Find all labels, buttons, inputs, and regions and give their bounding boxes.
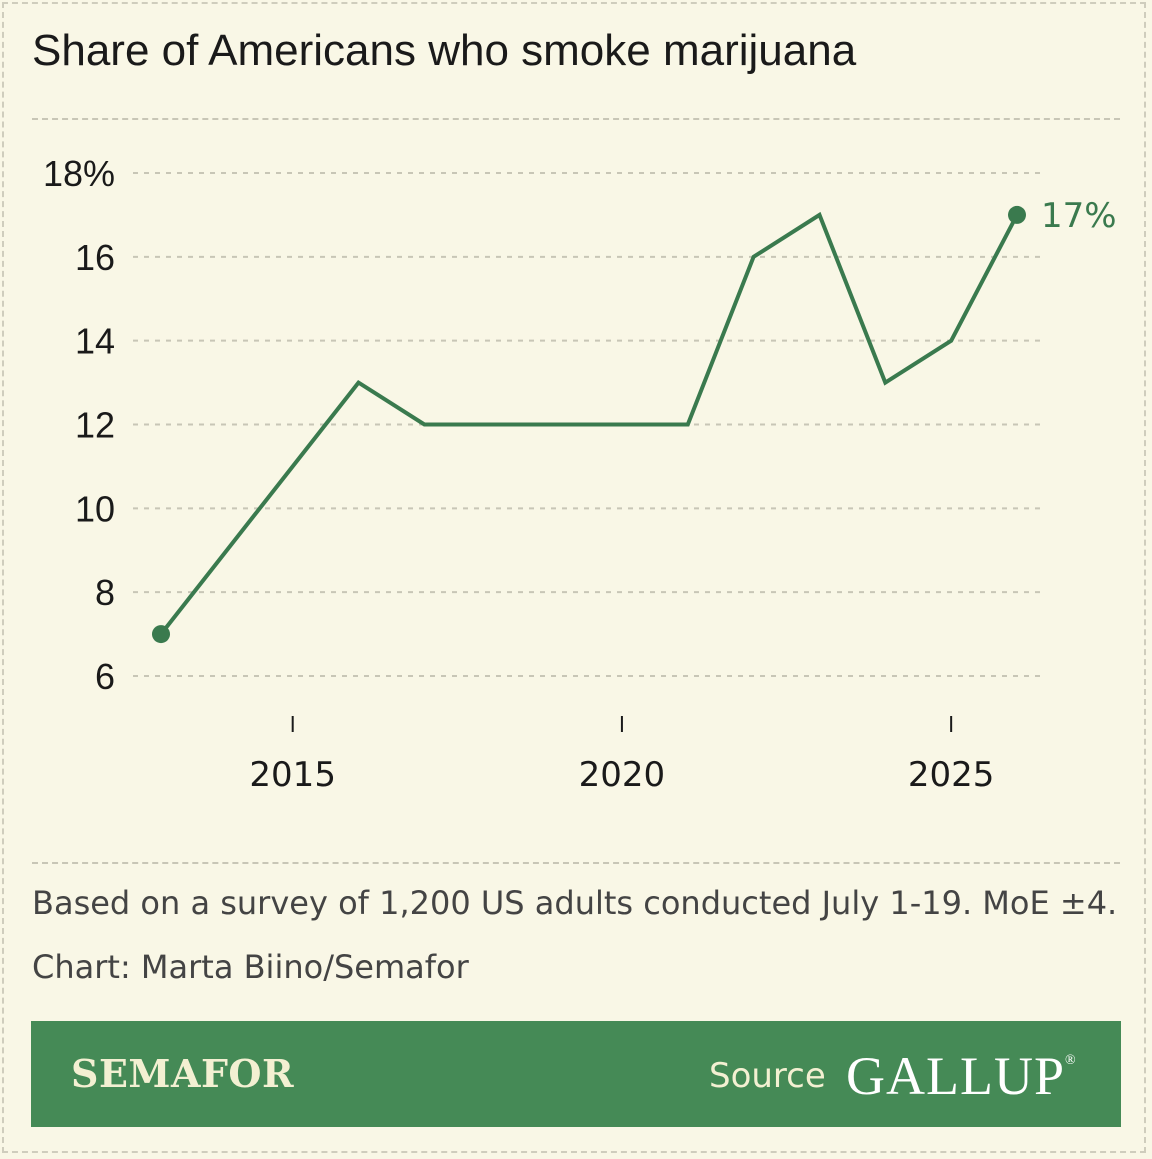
footer-bar: SEMAFOR Source GALLUP® [31, 1021, 1121, 1127]
chart-title: Share of Americans who smoke marijuana [32, 26, 857, 75]
series-line [159, 211, 1019, 636]
line-chart: 18% 16 14 12 10 8 6 2015 2020 2025 17% [43, 153, 1117, 795]
registered-mark: ® [1065, 1053, 1077, 1068]
title-divider [32, 118, 1120, 120]
x-tick-label-2025: 2025 [908, 755, 995, 795]
y-tick-label-18: 18% [43, 153, 115, 194]
y-tick-label-14: 14 [75, 321, 115, 362]
start-point-marker [152, 625, 170, 644]
y-tick-label-12: 12 [75, 405, 115, 446]
source-label: Source [709, 1056, 826, 1096]
y-tick-label-16: 16 [75, 237, 115, 278]
survey-note: Based on a survey of 1,200 US adults con… [32, 884, 1118, 922]
semafor-logo: SEMAFOR [71, 1051, 295, 1096]
x-tick-label-2015: 2015 [249, 755, 336, 795]
y-tick-label-10: 10 [75, 488, 115, 529]
gallup-logo: GALLUP® [846, 1045, 1077, 1107]
end-value-label: 17% [1041, 196, 1117, 236]
y-tick-label-6: 6 [95, 656, 115, 697]
notes-divider [32, 862, 1120, 864]
x-tick-label-2020: 2020 [579, 755, 666, 795]
y-tick-label-8: 8 [95, 572, 115, 613]
chart-credit: Chart: Marta Biino/Semafor [32, 948, 469, 986]
gallup-name: GALLUP [846, 1046, 1065, 1106]
end-point-marker [1008, 205, 1026, 224]
